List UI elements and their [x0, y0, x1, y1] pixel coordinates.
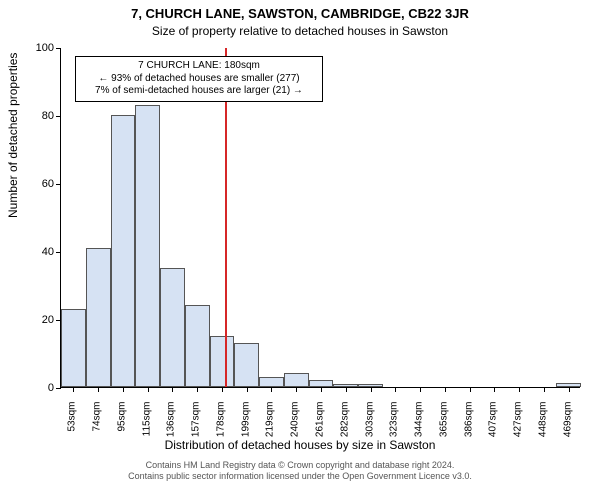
- y-tick-label: 40: [42, 246, 54, 258]
- x-tick-label: 115sqm: [141, 402, 152, 452]
- x-tick-label: 303sqm: [364, 402, 375, 452]
- x-tick: [420, 387, 421, 392]
- y-axis-label: Number of detached properties: [6, 53, 20, 218]
- x-tick: [569, 387, 570, 392]
- x-tick: [98, 387, 99, 392]
- y-tick: [56, 252, 61, 253]
- x-tick: [271, 387, 272, 392]
- y-tick-label: 100: [36, 42, 54, 54]
- x-tick: [445, 387, 446, 392]
- annotation-line: 7% of semi-detached houses are larger (2…: [82, 85, 316, 98]
- x-tick-label: 53sqm: [67, 402, 78, 452]
- x-tick-label: 136sqm: [166, 402, 177, 452]
- x-tick: [148, 387, 149, 392]
- footer-line-1: Contains HM Land Registry data © Crown c…: [0, 460, 600, 471]
- x-tick-label: 407sqm: [488, 402, 499, 452]
- x-tick: [470, 387, 471, 392]
- x-tick: [172, 387, 173, 392]
- plot-area: 7 CHURCH LANE: 180sqm← 93% of detached h…: [60, 48, 580, 388]
- histogram-bar: [86, 248, 111, 387]
- footer-line-2: Contains public sector information licen…: [0, 471, 600, 482]
- x-tick: [494, 387, 495, 392]
- x-tick-label: 157sqm: [191, 402, 202, 452]
- histogram-bar: [185, 305, 210, 387]
- x-tick: [346, 387, 347, 392]
- chart-footer: Contains HM Land Registry data © Crown c…: [0, 460, 600, 483]
- histogram-bar: [259, 377, 284, 387]
- histogram-bar: [309, 380, 334, 387]
- x-tick-label: 95sqm: [116, 402, 127, 452]
- x-tick: [222, 387, 223, 392]
- x-tick: [73, 387, 74, 392]
- y-tick: [56, 116, 61, 117]
- x-tick: [123, 387, 124, 392]
- x-tick: [247, 387, 248, 392]
- x-tick-label: 199sqm: [240, 402, 251, 452]
- annotation-line: 7 CHURCH LANE: 180sqm: [82, 60, 316, 73]
- x-tick-label: 469sqm: [562, 402, 573, 452]
- x-tick-label: 178sqm: [215, 402, 226, 452]
- x-tick-label: 344sqm: [414, 402, 425, 452]
- annotation-line: ← 93% of detached houses are smaller (27…: [82, 73, 316, 86]
- histogram-bar: [61, 309, 86, 387]
- histogram-bar: [210, 336, 235, 387]
- x-tick-label: 323sqm: [389, 402, 400, 452]
- y-tick-label: 60: [42, 178, 54, 190]
- histogram-bar: [234, 343, 259, 387]
- x-tick-label: 448sqm: [537, 402, 548, 452]
- x-tick-label: 261sqm: [315, 402, 326, 452]
- y-tick-label: 0: [48, 382, 54, 394]
- histogram-bar: [135, 105, 160, 387]
- y-tick-label: 20: [42, 314, 54, 326]
- x-tick-label: 386sqm: [463, 402, 474, 452]
- y-tick: [56, 48, 61, 49]
- y-tick: [56, 184, 61, 185]
- x-tick-label: 427sqm: [513, 402, 524, 452]
- x-tick-label: 282sqm: [339, 402, 350, 452]
- x-tick-label: 74sqm: [92, 402, 103, 452]
- histogram-bar: [111, 115, 136, 387]
- annotation-box: 7 CHURCH LANE: 180sqm← 93% of detached h…: [75, 56, 323, 102]
- y-tick: [56, 388, 61, 389]
- x-tick: [197, 387, 198, 392]
- histogram-bar: [160, 268, 185, 387]
- x-tick: [321, 387, 322, 392]
- chart-title-address: 7, CHURCH LANE, SAWSTON, CAMBRIDGE, CB22…: [0, 6, 600, 21]
- x-tick-label: 365sqm: [438, 402, 449, 452]
- x-tick-label: 219sqm: [265, 402, 276, 452]
- chart-subtitle: Size of property relative to detached ho…: [0, 24, 600, 38]
- x-tick: [519, 387, 520, 392]
- x-tick: [395, 387, 396, 392]
- x-tick-label: 240sqm: [290, 402, 301, 452]
- x-tick: [296, 387, 297, 392]
- x-tick: [544, 387, 545, 392]
- y-tick-label: 80: [42, 110, 54, 122]
- histogram-bar: [284, 373, 309, 387]
- x-tick: [371, 387, 372, 392]
